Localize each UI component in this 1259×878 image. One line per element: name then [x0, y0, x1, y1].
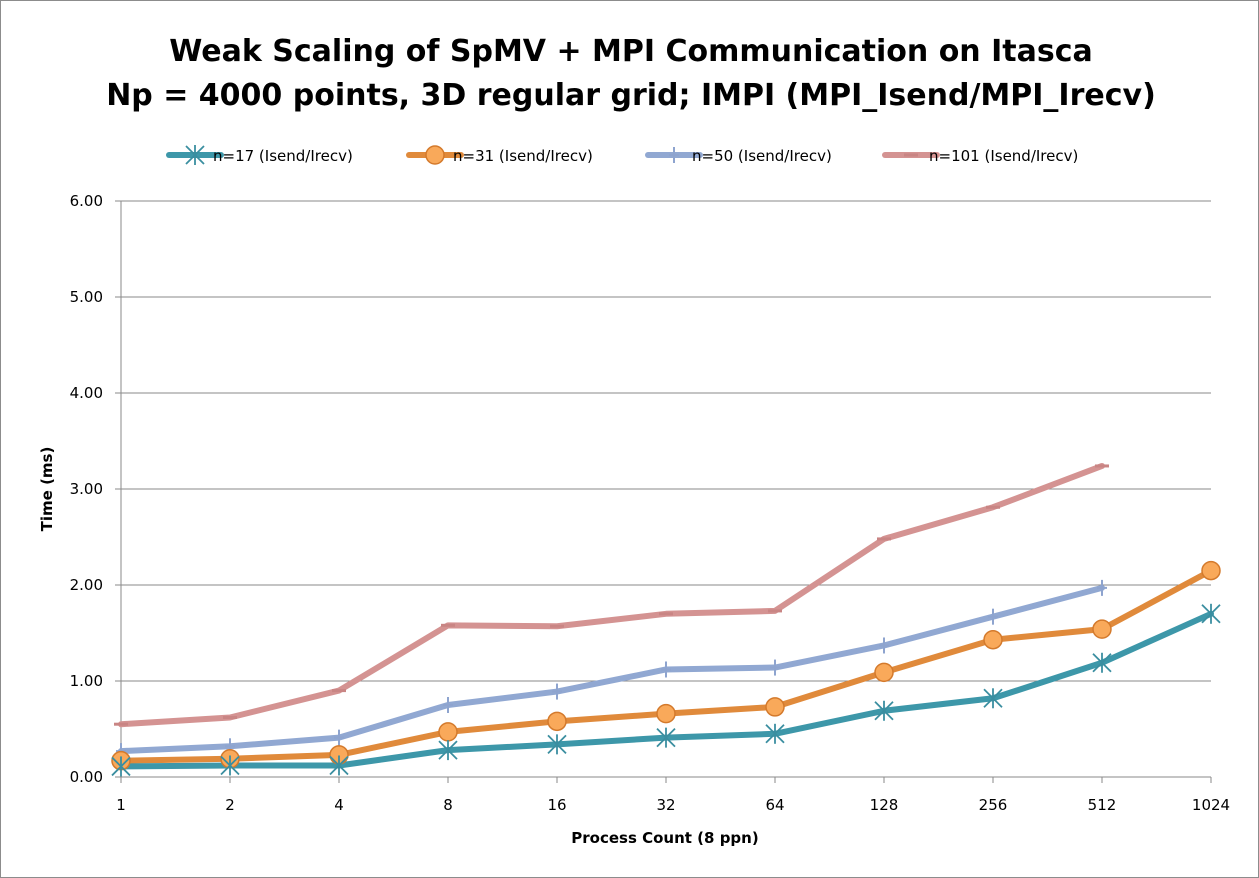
series-1-point-3-shape	[438, 722, 458, 742]
series-1-point-3	[438, 722, 458, 742]
legend-entry-3: n=101 (Isend/Irecv)	[882, 147, 1078, 165]
series-1-point-8	[983, 629, 1003, 650]
series-1-point-10	[1201, 560, 1221, 581]
series-1-point-9-shape	[1092, 619, 1112, 639]
series-2-point-7	[879, 637, 889, 654]
y-tick-label-6: 6.00	[70, 192, 103, 210]
series-0-point-3	[438, 740, 458, 761]
y-tick-label-2: 2.00	[70, 576, 103, 594]
legend-marker-0	[185, 145, 205, 165]
series-1-point-4	[547, 711, 567, 732]
legend-label-0: n=17 (Isend/Irecv)	[213, 147, 353, 165]
series-2-point-2	[334, 729, 344, 746]
y-tick-label-0: 0.00	[70, 768, 103, 786]
x-axis-title: Process Count (8 ppn)	[571, 829, 758, 847]
legend-entry-1: n=31 (Isend/Irecv)	[406, 145, 593, 165]
x-tick-label-7: 128	[870, 796, 899, 814]
legend-marker-1-shape	[425, 145, 445, 165]
series-1-point-5-shape	[656, 703, 676, 724]
x-tick-label-9: 512	[1088, 796, 1117, 814]
y-tick-label-5: 5.00	[70, 288, 103, 306]
x-tick-label-3: 8	[443, 796, 453, 814]
series-line-3	[118, 462, 1105, 728]
series-1-point-6-shape	[765, 697, 785, 717]
grid-lines	[121, 200, 1211, 682]
series-2-point-9	[1097, 579, 1107, 596]
legend: n=17 (Isend/Irecv) n=31 (Isend/Irecv) n=50…	[166, 145, 1078, 165]
legend-label-2: n=50 (Isend/Irecv)	[692, 147, 832, 165]
x-tick-label-5: 32	[656, 796, 675, 814]
series-2-point-6	[770, 659, 780, 676]
series-2-point-8	[988, 608, 998, 625]
chart-title-line-1: Weak Scaling of SpMV + MPI Communication…	[169, 34, 1092, 69]
series-2-point-4	[552, 683, 562, 700]
series-0-point-1	[220, 755, 240, 776]
series-line-2	[118, 584, 1105, 755]
series-1-point-9	[1092, 619, 1112, 639]
legend-marker-2	[669, 147, 679, 163]
series-0-point-8	[983, 688, 1003, 709]
y-axis-title: Time (ms)	[38, 447, 56, 532]
series-0-point-0	[111, 756, 131, 777]
series-0-point-10	[1201, 603, 1221, 624]
y-tick-label-3: 3.00	[70, 480, 103, 498]
series-0-point-5	[656, 727, 676, 748]
y-tick-label-4: 4.00	[70, 384, 103, 402]
series-0-point-6	[765, 723, 785, 744]
series-2-point-3	[443, 697, 453, 713]
series-1-point-7	[874, 662, 894, 683]
x-tick-label-2: 4	[334, 796, 344, 814]
series-0-point-9	[1092, 652, 1112, 673]
axes: 0.00 1.00 2.00 3.00 4.00 5.00 6.00 1 2 4 8 16 32 64 12…	[70, 192, 1231, 814]
x-tick-label-0: 1	[116, 796, 126, 814]
series-1-point-5	[656, 703, 676, 724]
series-0-point-4	[547, 734, 567, 755]
series-1-point-8-shape	[983, 629, 1003, 650]
x-tick-label-4: 16	[547, 796, 566, 814]
series-1-point-6	[765, 697, 785, 717]
series-1-point-4-shape	[547, 711, 567, 732]
legend-marker-1	[425, 145, 445, 165]
x-tick-label-6: 64	[765, 796, 784, 814]
chart-title-line-2: Np = 4000 points, 3D regular grid; IMPI …	[106, 78, 1156, 113]
series-0-point-7	[874, 700, 894, 721]
series-1-point-10-shape	[1201, 560, 1221, 581]
legend-label-1: n=31 (Isend/Irecv)	[453, 147, 593, 165]
legend-label-3: n=101 (Isend/Irecv)	[929, 147, 1078, 165]
x-tick-label-10: 1024	[1192, 796, 1230, 814]
series-0-point-2	[329, 755, 349, 776]
series-layer	[111, 462, 1221, 777]
legend-entry-0: n=17 (Isend/Irecv)	[166, 145, 353, 165]
x-tick-label-1: 2	[225, 796, 235, 814]
x-tick-label-8: 256	[979, 796, 1008, 814]
series-2-point-5	[661, 661, 671, 678]
y-tick-label-1: 1.00	[70, 672, 103, 690]
series-1-point-7-shape	[874, 662, 894, 683]
legend-entry-2: n=50 (Isend/Irecv)	[645, 147, 832, 165]
